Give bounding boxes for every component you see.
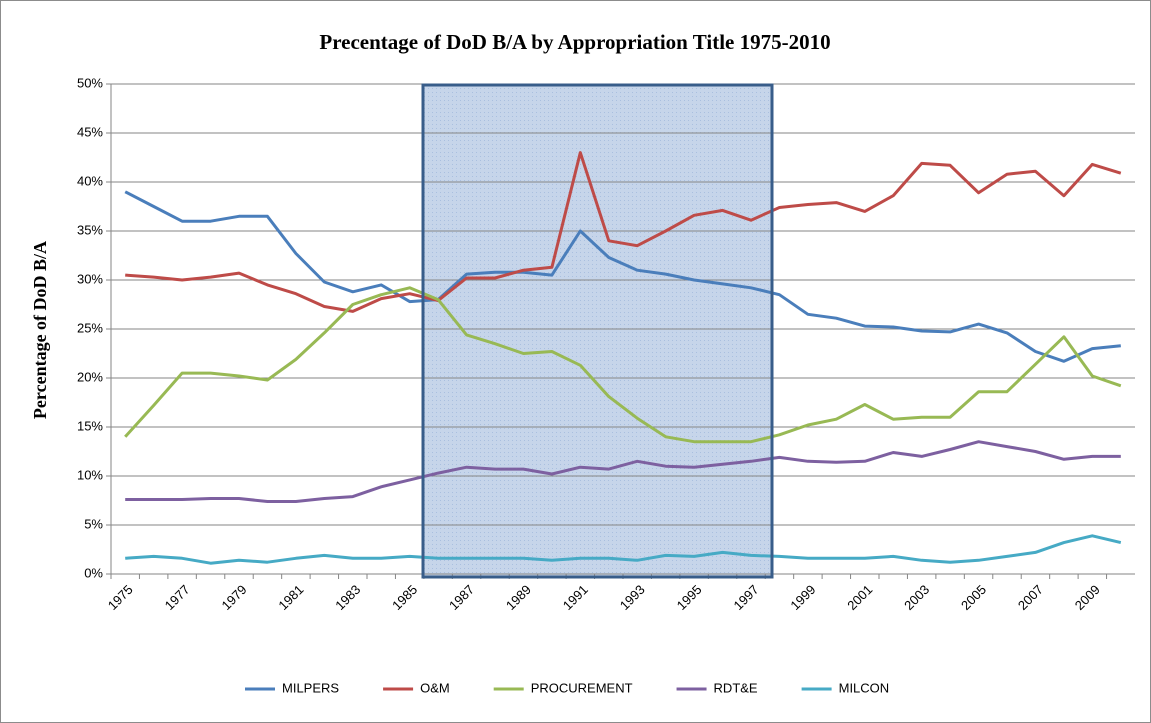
y-tick-label: 0% [84,565,103,580]
y-tick-label: 40% [77,173,103,188]
legend-label: MILCON [839,680,890,695]
series-line [124,190,1121,363]
highlight-box [423,85,772,577]
y-tick-label: 15% [77,418,103,433]
series-line [125,151,1122,313]
y-tick-label: 10% [77,467,103,482]
y-tick-label: 25% [77,320,103,335]
legend-label: RDT&E [714,680,758,695]
legend: MILPERS O&M PROCUREMENT RDT&E MILCON [245,680,889,695]
series-line [125,440,1121,503]
y-tick-label: 5% [84,516,103,531]
legend-label: O&M [420,680,450,695]
y-tick-label: 20% [77,369,103,384]
y-tick-label: 45% [77,124,103,139]
y-tick-label: 50% [77,75,103,90]
plot: 0%5%10%15%20%25%30%35%40%45%50%1975 1977 1… [77,75,1135,613]
y-axis-label: Percentage of DoD B/A [30,241,50,419]
series-line [124,286,1122,444]
y-tick-label: 35% [77,222,103,237]
legend-label: MILPERS [282,680,339,695]
chart-title: Precentage of DoD B/A by Appropriation T… [319,30,830,54]
y-tick-label: 30% [77,271,103,286]
highlight-frame [421,83,774,579]
series-line [125,534,1122,565]
legend-label: PROCUREMENT [531,680,633,695]
